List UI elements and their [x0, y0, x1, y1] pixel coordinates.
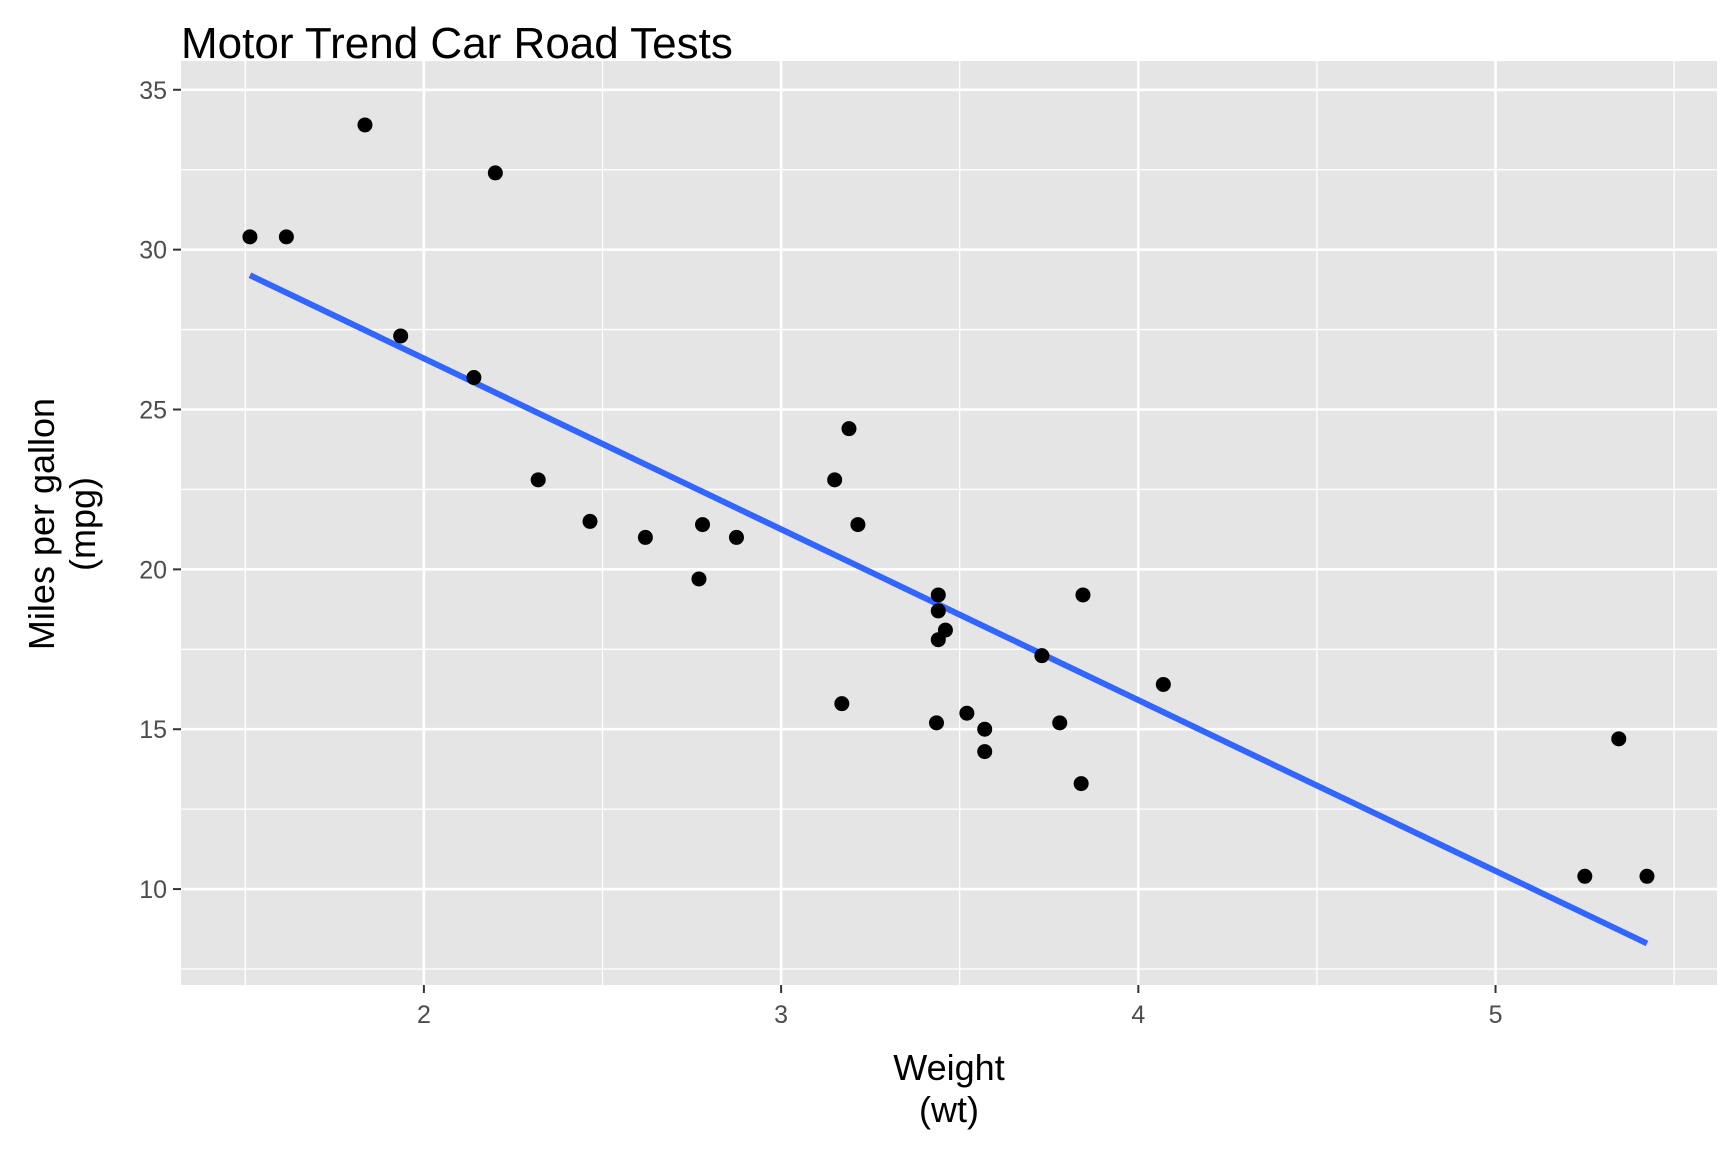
data-point: [242, 229, 258, 245]
data-point: [582, 513, 598, 529]
data-point: [930, 603, 946, 619]
data-point: [278, 229, 294, 245]
y-tick-label: 35: [139, 77, 167, 105]
data-point: [466, 370, 482, 386]
y-tick-label: 20: [139, 556, 167, 584]
x-axis-title: Weight: [893, 1047, 1004, 1088]
data-point: [1155, 676, 1171, 692]
chart-title: Motor Trend Car Road Tests: [181, 19, 733, 68]
data-point: [695, 517, 711, 533]
data-point: [1034, 648, 1050, 664]
data-points: [242, 117, 1655, 884]
data-point: [930, 632, 946, 648]
data-point: [393, 328, 409, 344]
data-point: [841, 421, 857, 437]
data-point: [1639, 868, 1655, 884]
data-point: [834, 696, 850, 712]
data-point: [1052, 715, 1068, 731]
regression-line: [248, 272, 1649, 947]
x-tick-label: 3: [774, 1001, 788, 1029]
data-point: [691, 571, 707, 587]
y-axis-subtitle: (mpg): [62, 477, 103, 571]
minor-gridlines: [181, 61, 1717, 985]
data-point: [728, 529, 744, 545]
data-point: [530, 472, 546, 488]
x-tick-label: 2: [417, 1001, 431, 1029]
data-point: [930, 587, 946, 603]
data-point: [977, 744, 993, 760]
data-point: [850, 517, 866, 533]
y-axis-title: Miles per gallon: [21, 398, 62, 650]
y-axis-ticks: 10 15 20 25 30 35: [139, 77, 181, 904]
major-gridlines: [181, 61, 1717, 985]
fit-line: [248, 272, 1649, 947]
y-tick-label: 25: [139, 396, 167, 424]
data-point: [357, 117, 373, 133]
y-tick-label: 10: [139, 876, 167, 904]
data-point: [487, 165, 503, 181]
data-point: [1075, 587, 1091, 603]
plot-background: [181, 61, 1717, 985]
x-tick-label: 4: [1131, 1001, 1145, 1029]
data-point: [1611, 731, 1627, 747]
y-tick-label: 30: [139, 237, 167, 265]
x-axis-ticks: 2 3 4 5: [417, 985, 1503, 1029]
data-point: [959, 705, 975, 721]
y-tick-label: 15: [139, 716, 167, 744]
data-point: [827, 472, 843, 488]
data-point: [977, 721, 993, 737]
data-point: [1073, 776, 1089, 792]
data-point: [1577, 868, 1593, 884]
x-axis-subtitle: (wt): [919, 1089, 979, 1130]
x-tick-label: 5: [1489, 1001, 1503, 1029]
data-point: [637, 529, 653, 545]
data-point: [928, 715, 944, 731]
